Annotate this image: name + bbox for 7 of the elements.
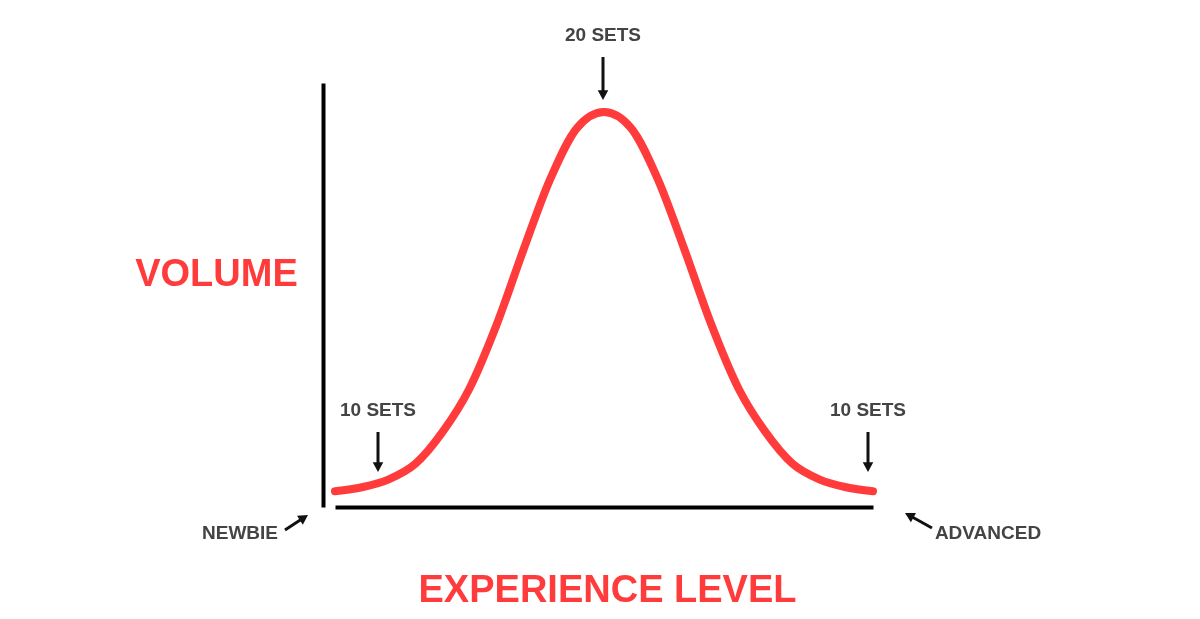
y-axis-title: VOLUME: [135, 251, 298, 294]
annotation: 10 SETS: [829, 399, 907, 420]
text: 20 SETS: [564, 24, 642, 45]
annotation: 10 SETS: [339, 399, 417, 420]
x-axis-title: EXPERIENCE LEVEL: [418, 567, 797, 610]
text: NEWBIE: [202, 522, 278, 543]
text: ADVANCED: [934, 522, 1042, 543]
